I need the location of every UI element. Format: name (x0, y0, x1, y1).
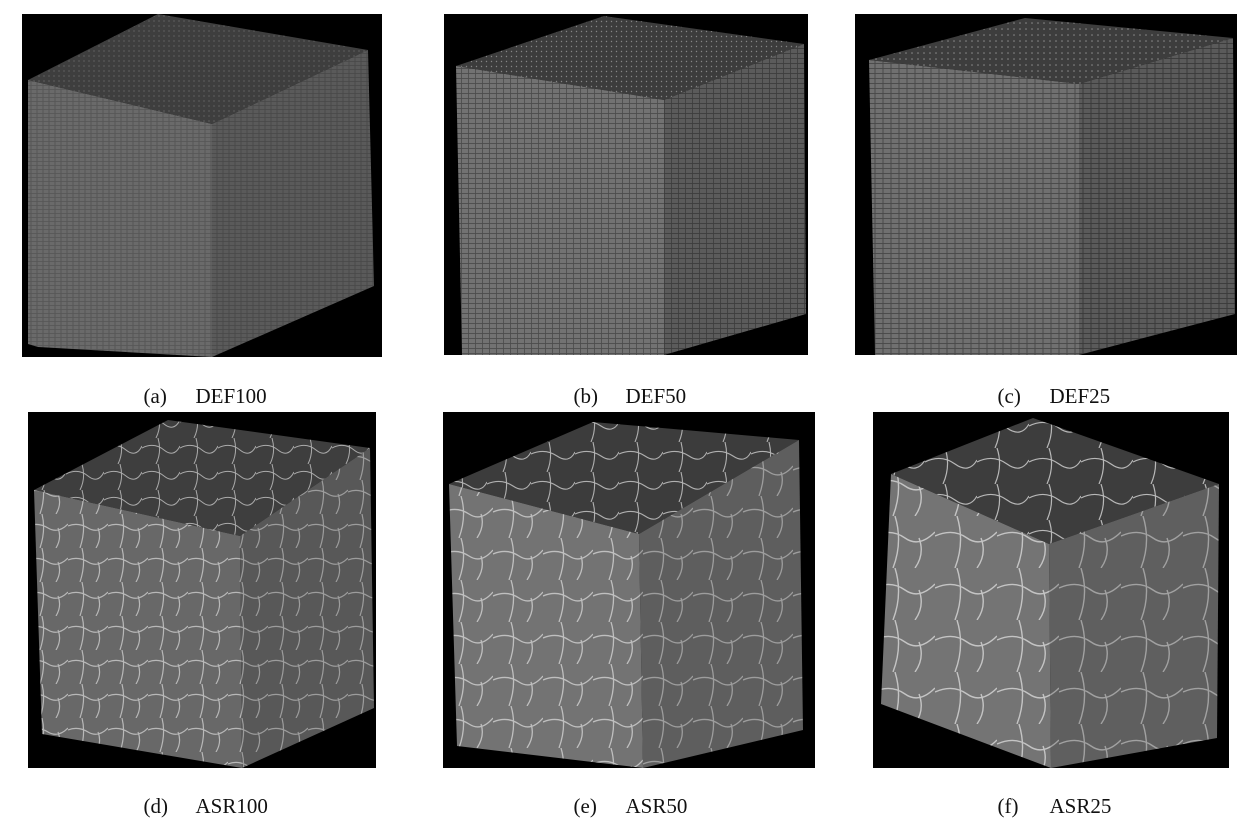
panel-a-image (22, 14, 382, 357)
caption-d-label: (d) (143, 794, 169, 818)
cube-asr100-render (34, 420, 374, 768)
panel-b-image (444, 14, 808, 355)
caption-e-name: ASR50 (625, 794, 688, 818)
cube-asr25-render (881, 418, 1219, 768)
cube-def100-render (28, 14, 374, 357)
caption-b-name: DEF50 (625, 384, 687, 408)
caption-b: (b) DEF50 (563, 360, 687, 408)
cube-asr50-render (449, 422, 803, 768)
caption-d-name: ASR100 (195, 794, 268, 818)
caption-c: (c) DEF25 (987, 360, 1111, 408)
caption-a-label: (a) (143, 384, 167, 408)
caption-c-label: (c) (997, 384, 1021, 408)
caption-f: (f) ASR25 (987, 770, 1112, 818)
caption-e: (e) ASR50 (563, 770, 688, 818)
cube-def50-render (456, 16, 806, 355)
panel-d-image (28, 412, 376, 768)
caption-b-label: (b) (573, 384, 599, 408)
caption-f-name: ASR25 (1049, 794, 1112, 818)
caption-a-name: DEF100 (195, 384, 267, 408)
panel-e-image (443, 412, 815, 768)
caption-a: (a) DEF100 (133, 360, 267, 408)
caption-c-name: DEF25 (1049, 384, 1111, 408)
caption-d: (d) ASR100 (133, 770, 268, 818)
panel-f-image (873, 412, 1229, 768)
cube-def25-render (869, 18, 1235, 355)
panel-c-image (855, 14, 1237, 355)
caption-e-label: (e) (573, 794, 597, 818)
caption-f-label: (f) (997, 794, 1019, 818)
